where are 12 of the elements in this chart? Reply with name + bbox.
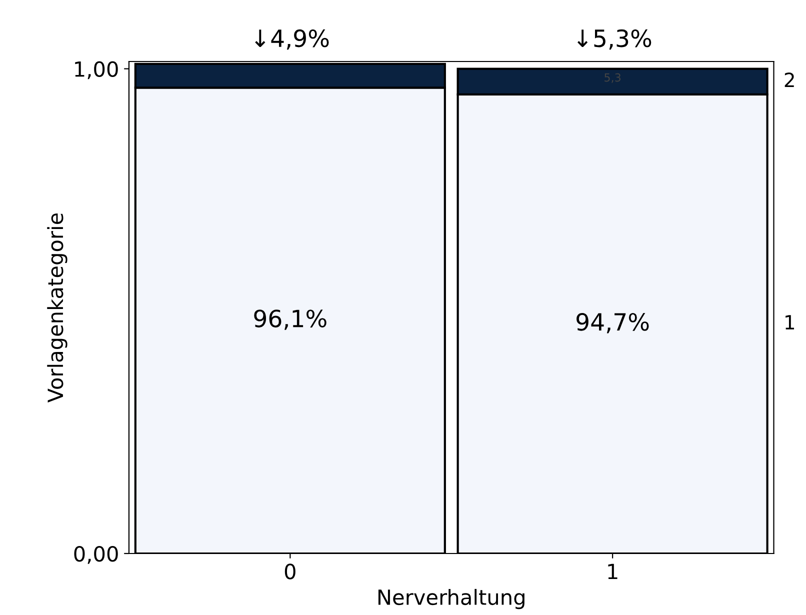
data-label: ↓5,3% xyxy=(578,29,652,50)
y-tick-label: 1,00 xyxy=(75,61,118,80)
data-label: ↓4,9% xyxy=(255,29,329,50)
y-axis-title: Vorlagenkategorie xyxy=(47,213,68,403)
y-tick-label: 0,00 xyxy=(74,546,118,564)
series-label: 1 xyxy=(786,315,794,330)
data-label: 94,7% xyxy=(576,312,649,334)
data-label: 96,1% xyxy=(254,310,326,330)
x-axis-title: Nerverhaltung xyxy=(378,588,524,610)
x-tick-label: 0 xyxy=(284,564,296,580)
annotation: 5,3 xyxy=(604,73,621,83)
series-label: 2 xyxy=(784,72,794,87)
